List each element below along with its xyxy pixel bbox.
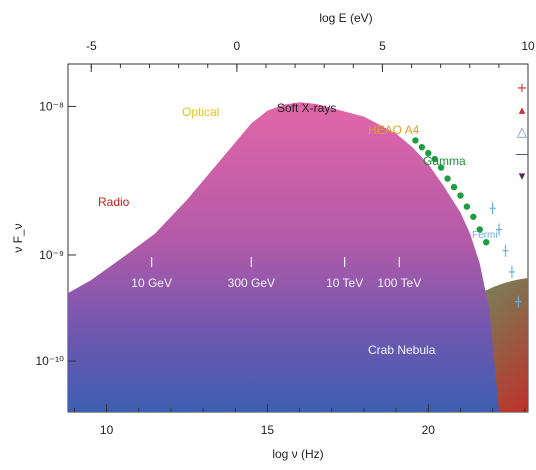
fermi-point (489, 202, 496, 215)
gamma-point (412, 137, 419, 144)
legend-marker: △ (517, 125, 527, 140)
energy-marker-label: 100 TeV (377, 276, 421, 290)
top-tick-label: 0 (234, 39, 241, 53)
gamma-point (450, 183, 458, 191)
fermi-point (515, 295, 522, 308)
left-tick-label: 10⁻⁹ (39, 248, 64, 262)
band-label-optical: Optical (182, 105, 219, 119)
fermi-point (496, 223, 503, 236)
top-axis-title: log E (eV) (319, 11, 372, 25)
legend-marker: — (516, 147, 529, 162)
left-axis-ticks: 10⁻⁸ 10⁻⁹ 10⁻¹⁰ (36, 99, 76, 368)
band-label-radio: Radio (98, 195, 130, 209)
gamma-ray-points (412, 137, 490, 246)
top-tick-label: 5 (379, 39, 386, 53)
left-tick-label: 10⁻⁸ (39, 99, 64, 113)
gamma-point (470, 213, 477, 220)
gamma-point (444, 175, 451, 182)
gamma-point (482, 239, 490, 246)
bottom-tick-label: 20 (422, 423, 436, 437)
legend-marker: ▴ (519, 103, 526, 118)
energy-marker-label: 10 GeV (131, 276, 172, 290)
energy-markers: 10 GeV 300 GeV 10 TeV 100 TeV (131, 257, 421, 290)
band-label-heao: HEAO A4 (368, 123, 420, 137)
band-label-fermi: Fermi (472, 230, 498, 241)
legend-marker: + (517, 81, 528, 96)
top-tick-label: -5 (86, 39, 97, 53)
fermi-points (489, 202, 522, 308)
bottom-tick-label: 10 (100, 423, 114, 437)
legend-marker: ▾ (519, 169, 526, 184)
gamma-point (463, 203, 471, 210)
band-label-soft-xrays: Soft X-rays (277, 101, 336, 115)
energy-marker-label: 300 GeV (228, 276, 275, 290)
gamma-point (437, 164, 445, 171)
source-label-crab-nebula: Crab Nebula (368, 343, 436, 357)
bottom-tick-label: 15 (261, 423, 275, 437)
top-axis-ticks: -5 0 5 10 (86, 39, 535, 72)
gamma-point (418, 143, 426, 151)
band-label-gamma: Gamma (423, 154, 466, 168)
crab-envelope-area (68, 102, 500, 412)
gamma-point (457, 192, 464, 199)
gamma-point (476, 226, 483, 233)
fermi-point (502, 244, 509, 257)
gamma-point (431, 155, 438, 163)
energy-marker-label: 10 TeV (326, 276, 363, 290)
top-tick-label: 10 (521, 39, 535, 53)
x-axis-title: log ν (Hz) (272, 447, 323, 461)
gamma-point (425, 149, 432, 157)
bottom-axis-ticks: 10 15 20 (73, 404, 526, 437)
left-tick-label: 10⁻¹⁰ (36, 354, 65, 368)
fermi-point (508, 265, 515, 278)
legend-markers: + ▴ △ — ▾ (516, 81, 529, 184)
y-axis-title: ν F_ν (11, 223, 25, 252)
